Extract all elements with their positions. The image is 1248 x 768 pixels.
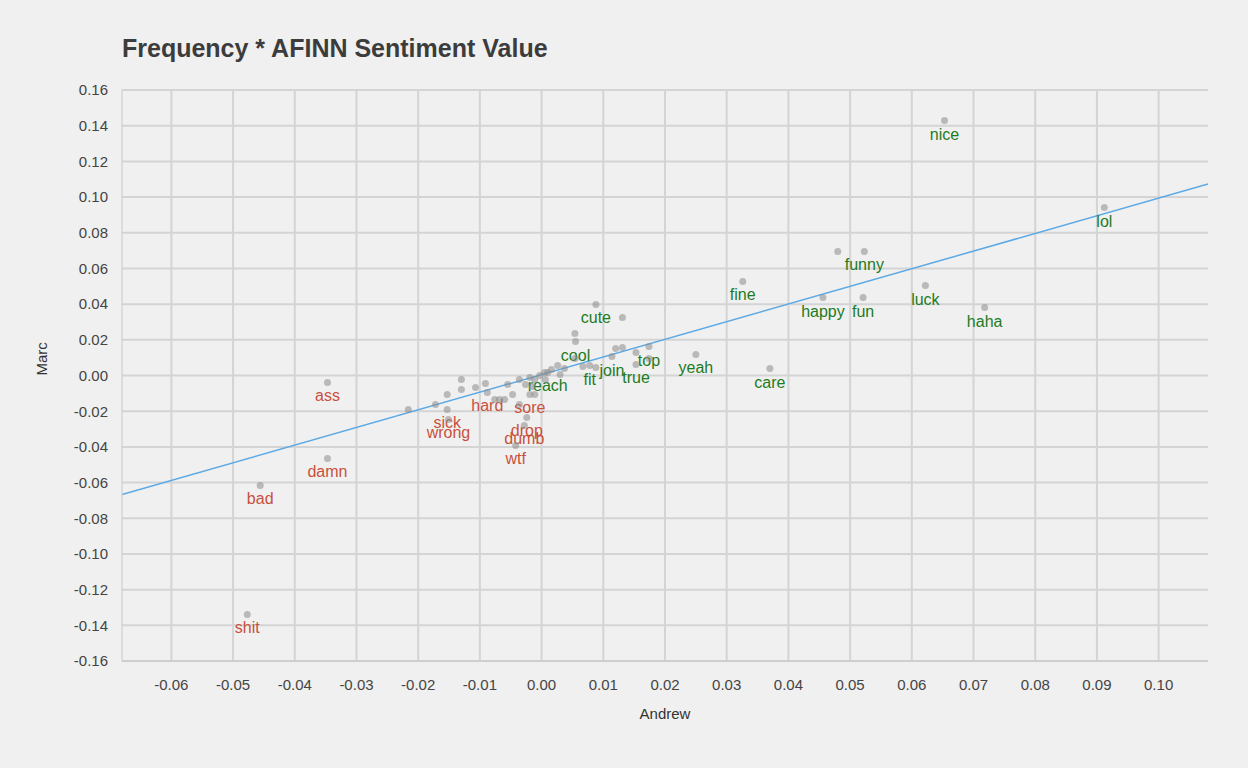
svg-text:-0.08: -0.08: [74, 510, 108, 527]
svg-text:wrong: wrong: [426, 424, 471, 441]
svg-text:-0.06: -0.06: [74, 474, 108, 491]
svg-text:reach: reach: [527, 377, 568, 395]
svg-text:dumb: dumb: [504, 430, 544, 447]
svg-text:cool: cool: [561, 347, 590, 364]
svg-text:0.02: 0.02: [79, 331, 108, 348]
svg-text:bad: bad: [247, 490, 274, 507]
svg-text:-0.12: -0.12: [74, 581, 108, 598]
svg-text:0.05: 0.05: [836, 676, 865, 693]
svg-text:lol: lol: [1096, 213, 1112, 230]
svg-text:care: care: [754, 374, 785, 391]
svg-text:-0.01: -0.01: [463, 676, 497, 693]
svg-text:-0.02: -0.02: [401, 676, 435, 693]
svg-text:-0.03: -0.03: [339, 676, 373, 693]
svg-text:funny: funny: [845, 256, 884, 273]
svg-text:-0.16: -0.16: [74, 652, 108, 669]
svg-text:damn: damn: [307, 463, 347, 480]
svg-text:0.07: 0.07: [959, 676, 988, 693]
svg-text:0.08: 0.08: [79, 224, 108, 241]
svg-text:Andrew: Andrew: [640, 705, 691, 722]
svg-text:0.04: 0.04: [774, 676, 803, 693]
svg-text:-0.10: -0.10: [74, 545, 108, 562]
svg-text:sick: sick: [433, 414, 461, 432]
svg-text:0.04: 0.04: [79, 295, 108, 312]
svg-text:fit: fit: [583, 371, 596, 388]
svg-text:yeah: yeah: [679, 359, 714, 376]
svg-text:haha: haha: [967, 313, 1003, 330]
svg-text:0.09: 0.09: [1082, 676, 1111, 693]
svg-text:0.12: 0.12: [79, 153, 108, 170]
svg-text:0.01: 0.01: [589, 676, 618, 693]
svg-text:happy: happy: [801, 303, 845, 320]
svg-text:0.00: 0.00: [527, 676, 556, 693]
svg-text:ass: ass: [315, 387, 340, 404]
svg-text:fun: fun: [852, 303, 874, 320]
svg-text:0.10: 0.10: [79, 188, 108, 205]
svg-text:0.00: 0.00: [79, 367, 108, 384]
svg-text:shit: shit: [235, 619, 260, 636]
svg-text:Marc: Marc: [33, 342, 50, 376]
svg-text:-0.04: -0.04: [74, 438, 108, 455]
svg-text:sore: sore: [514, 399, 545, 416]
svg-text:-0.14: -0.14: [74, 617, 108, 634]
svg-text:join: join: [598, 362, 624, 379]
svg-text:-0.05: -0.05: [216, 676, 250, 693]
svg-text:0.03: 0.03: [712, 676, 741, 693]
svg-text:0.06: 0.06: [897, 676, 926, 693]
svg-text:0.08: 0.08: [1021, 676, 1050, 693]
svg-text:true: true: [622, 369, 650, 386]
svg-text:0.02: 0.02: [650, 676, 679, 693]
svg-text:0.16: 0.16: [79, 81, 108, 98]
svg-text:nice: nice: [930, 126, 959, 143]
svg-text:-0.02: -0.02: [74, 403, 108, 420]
svg-text:0.06: 0.06: [79, 260, 108, 277]
svg-text:wtf: wtf: [504, 450, 526, 467]
svg-text:-0.04: -0.04: [278, 676, 312, 693]
svg-text:0.10: 0.10: [1144, 676, 1173, 693]
svg-text:0.14: 0.14: [79, 117, 108, 134]
svg-text:-0.06: -0.06: [154, 676, 188, 693]
svg-text:top: top: [638, 352, 660, 369]
svg-text:luck: luck: [911, 291, 940, 308]
svg-text:fine: fine: [730, 286, 756, 303]
svg-text:cute: cute: [581, 309, 611, 326]
svg-text:hard: hard: [471, 397, 504, 415]
html-text:Frequency * AFINN Sentiment Va: Frequency * AFINN Sentiment Value: [122, 34, 548, 62]
